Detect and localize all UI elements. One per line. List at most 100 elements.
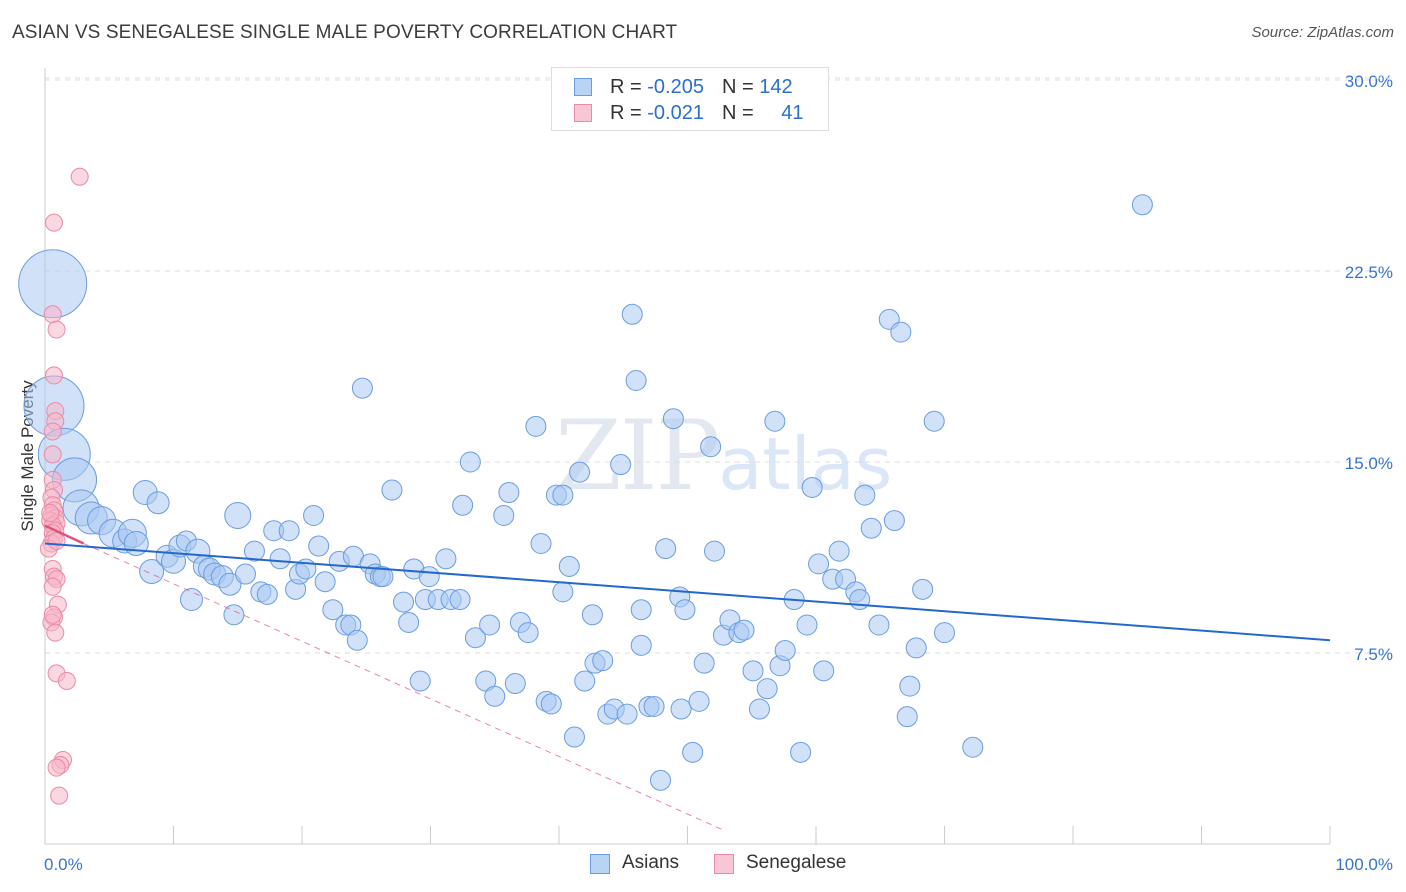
asian-point (808, 553, 830, 575)
senegalese-point (44, 213, 63, 232)
asian-point (574, 670, 596, 692)
asian-point (896, 706, 918, 728)
asian-point (530, 532, 552, 554)
asian-point (504, 673, 526, 695)
asian-point (813, 660, 835, 682)
asian-point (621, 303, 643, 325)
asian-point (409, 670, 431, 692)
asian-point (700, 436, 722, 458)
senegalese-point (43, 305, 62, 324)
x-tick-label-min: 0.0% (44, 855, 83, 874)
asian-point (224, 501, 252, 529)
legend-r-label: R = (610, 76, 648, 98)
asian-point (540, 693, 562, 715)
watermark: ZIPatlas (555, 400, 892, 512)
asian-point (346, 629, 368, 651)
asian-point (630, 599, 652, 621)
asian-point (218, 572, 242, 596)
asians-swatch (574, 78, 592, 96)
legend-n-label: N = (721, 102, 760, 124)
chart-title: ASIAN VS SENEGALESE SINGLE MALE POVERTY … (12, 22, 678, 43)
senegalese-point (47, 320, 66, 339)
asian-point (860, 517, 882, 539)
asian-point (139, 559, 165, 585)
asian-point (322, 599, 344, 621)
asian-point (625, 370, 647, 392)
y-tick-label: 15.0% (1345, 454, 1393, 473)
asian-point (693, 652, 715, 674)
asian-point (303, 504, 325, 526)
asian-point (650, 769, 672, 791)
asian-point (517, 622, 539, 644)
asian-point (372, 566, 394, 588)
asian-point (479, 614, 501, 636)
asian-point (493, 504, 515, 526)
asian-point (243, 540, 265, 562)
legend-n-value: 142 (759, 76, 793, 98)
legend-n-value: 41 (781, 102, 804, 124)
asian-point (552, 581, 574, 603)
asian-point (484, 685, 506, 707)
asian-trend-line (44, 542, 1331, 642)
senegalese-swatch (574, 104, 592, 122)
asian-point (398, 611, 420, 633)
asian-point (449, 589, 471, 611)
asian-point (688, 690, 710, 712)
senegalese-trend-line (44, 524, 85, 545)
watermark-zip: ZIP (555, 400, 720, 512)
senegalese-point (43, 577, 62, 596)
asian-point (828, 540, 850, 562)
asian-point (552, 484, 574, 506)
asian-point (774, 639, 796, 661)
y-tick-label: 22.5% (1345, 263, 1393, 282)
asian-point (351, 377, 373, 399)
asian-point (308, 535, 330, 557)
asian-point (435, 548, 457, 570)
asian-point (796, 614, 818, 636)
asian-point (962, 736, 984, 758)
asian-point (682, 741, 704, 763)
asian-point (234, 563, 256, 585)
legend-r-value: -0.205 (647, 76, 704, 98)
senegalese-legend-label: Senegalese (746, 852, 847, 873)
senegalese-trend-extension (83, 543, 727, 832)
asian-point (655, 538, 677, 560)
asian-point (179, 588, 203, 612)
asian-point (883, 510, 905, 532)
asian-point (616, 703, 638, 725)
legend-n-label: N = (721, 76, 760, 98)
senegalese-point (46, 623, 65, 642)
asian-point (498, 482, 520, 504)
asian-point (569, 461, 591, 483)
y-tick-label: 7.5% (1354, 645, 1393, 664)
asian-point (905, 637, 927, 659)
asian-point (610, 454, 632, 476)
asian-point (764, 410, 786, 432)
asian-point (1131, 194, 1153, 216)
asian-point (525, 415, 547, 437)
asian-point (854, 484, 876, 506)
asian-point (662, 408, 684, 430)
asian-point (868, 614, 890, 636)
asian-point (849, 589, 871, 611)
asian-point (912, 578, 934, 600)
asian-point (393, 591, 415, 613)
senegalese-point (41, 503, 60, 522)
asians-legend-swatch (590, 854, 610, 874)
senegalese-point (47, 758, 66, 777)
legend-r-value: -0.021 (647, 102, 704, 124)
asian-point (934, 622, 955, 644)
senegalese-point (44, 366, 63, 385)
asian-point (733, 619, 755, 641)
asian-point (278, 520, 300, 542)
asians-legend-label: Asians (622, 852, 680, 873)
asian-point (146, 491, 170, 515)
asian-point (748, 698, 770, 720)
asian-point (558, 555, 580, 577)
senegalese-point (43, 422, 62, 441)
asian-point (923, 410, 945, 432)
source-credit: Source: ZipAtlas.com (1251, 24, 1394, 41)
y-tick-label: 30.0% (1345, 72, 1393, 91)
asian-point (223, 604, 245, 626)
